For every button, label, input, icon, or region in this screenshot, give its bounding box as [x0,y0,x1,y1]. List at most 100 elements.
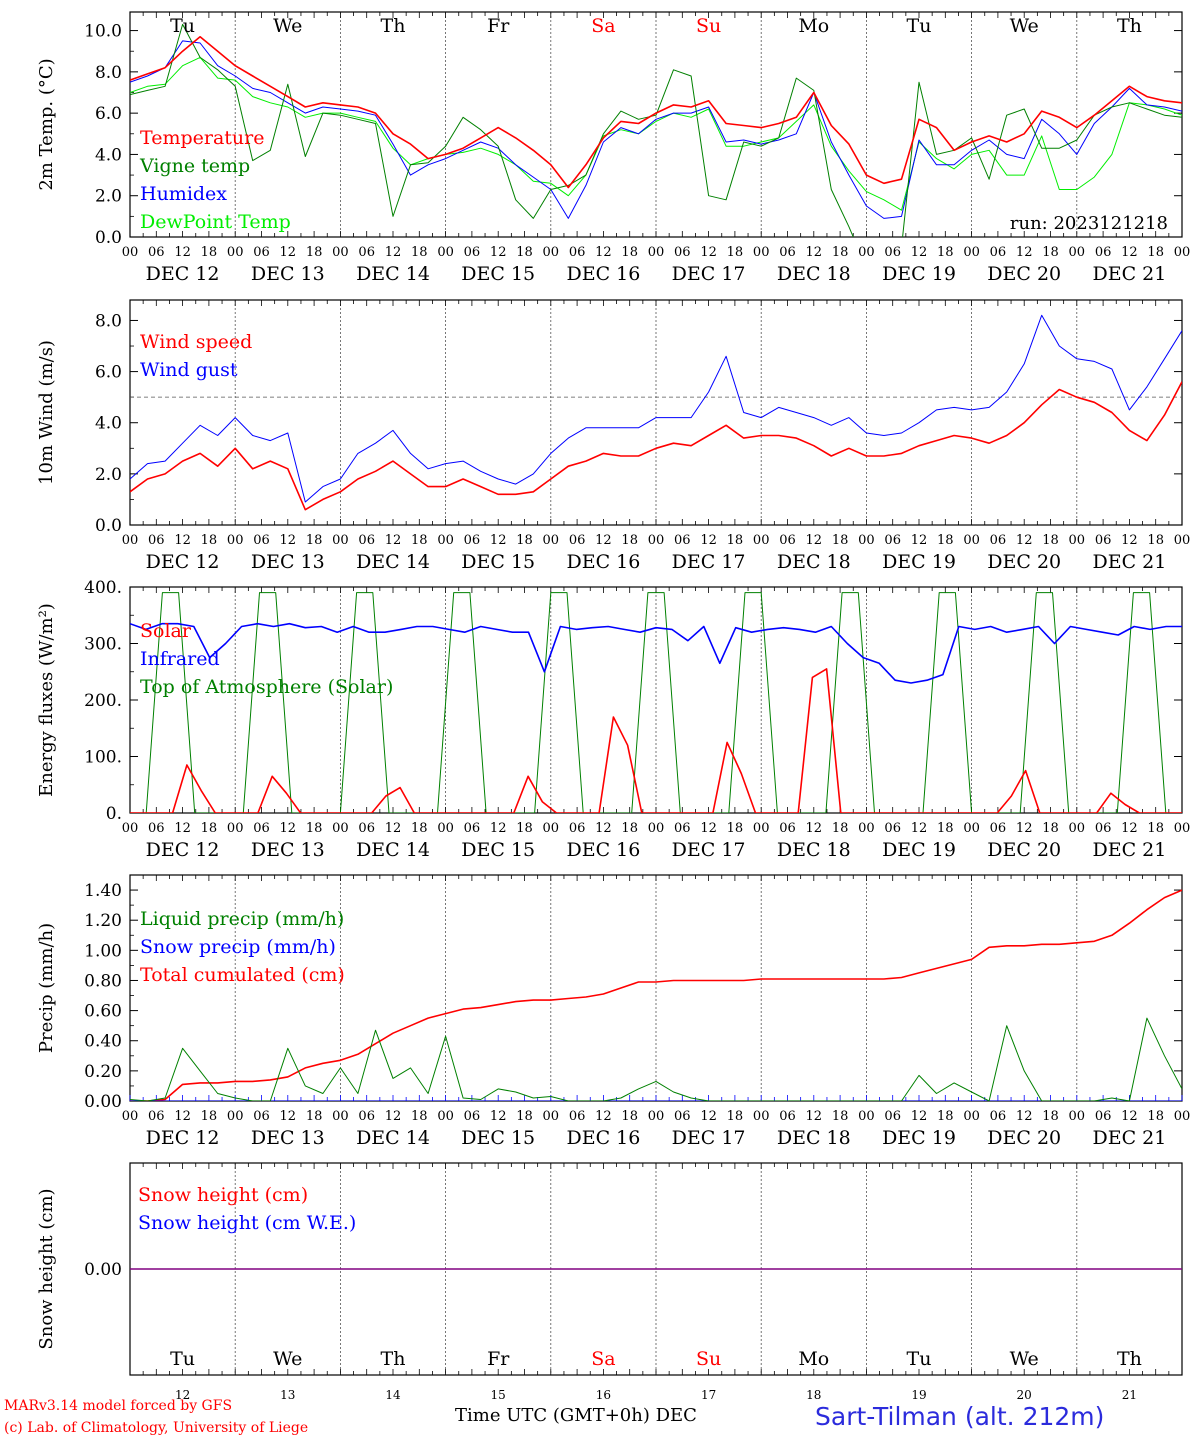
day-label: DEC 13 [251,1127,325,1149]
hour-tick-label: 00 [648,1109,665,1124]
hour-tick-label: 12 [174,245,191,260]
hour-tick-label: 06 [674,1109,691,1124]
series-line-total-cumulated-cm- [130,889,1182,1101]
hour-tick-label: 06 [884,1109,901,1124]
hour-tick-label: 00 [648,533,665,548]
hour-tick-label: 06 [148,1109,165,1124]
hour-tick-label: 12 [911,245,928,260]
y-axis-label: Precip (mm/h) [36,923,57,1053]
hour-tick-label: 06 [569,821,586,836]
hour-tick-label: 00 [1069,821,1086,836]
day-label: DEC 14 [356,263,430,285]
hour-tick-label: 18 [832,245,849,260]
hour-tick-label: 18 [411,245,428,260]
hour-tick-label: 18 [621,821,638,836]
y-tick-label: 4.0 [95,414,122,434]
day-label: DEC 17 [672,551,746,573]
hour-tick-label: 18 [937,533,954,548]
hour-tick-label: 12 [806,1109,823,1124]
hour-tick-label: 00 [332,245,349,260]
y-tick-label: 2.0 [95,465,122,485]
day-label: DEC 21 [1092,263,1166,285]
weekday-label: Sa [591,15,615,37]
y-tick-label: 0.0 [95,228,122,248]
hour-tick-label: 12 [911,1109,928,1124]
y-tick-label: 1.00 [84,941,122,961]
hour-tick-label: 12 [280,1109,297,1124]
legend-entry: Snow precip (mm/h) [140,936,336,958]
weekday-label: Sa [591,1348,615,1370]
hour-tick-label: 06 [569,245,586,260]
weekday-label: We [273,15,302,37]
hour-tick-label: 18 [201,1109,218,1124]
hour-tick-label: 12 [280,821,297,836]
y-tick-label: 1.40 [84,881,122,901]
hour-tick-label: 12 [280,533,297,548]
weekday-label: Mo [798,15,829,37]
hour-tick-label: 00 [963,821,980,836]
weekday-label: Fr [487,15,510,37]
hour-tick-label: 12 [595,821,612,836]
day-label: DEC 15 [461,551,535,573]
hour-tick-label: 18 [621,533,638,548]
hour-tick-label: 18 [306,533,323,548]
day-number-label: 21 [1122,1388,1137,1402]
hour-tick-label: 06 [779,1109,796,1124]
hour-tick-label: 18 [201,245,218,260]
hour-tick-label: 06 [884,533,901,548]
hour-tick-label: 12 [595,245,612,260]
hour-tick-label: 06 [464,533,481,548]
hour-tick-label: 18 [832,821,849,836]
hour-tick-label: 12 [174,1109,191,1124]
hour-tick-label: 00 [437,821,454,836]
series-line-infrared [130,622,1182,684]
weekday-label: Tu [170,1348,195,1370]
series-line-humidex [130,40,1182,219]
hour-tick-label: 12 [490,533,507,548]
hour-tick-label: 18 [411,821,428,836]
legend-entry: Wind speed [140,331,252,353]
hour-tick-label: 06 [569,533,586,548]
hour-tick-label: 06 [990,245,1007,260]
hour-tick-label: 18 [1042,533,1059,548]
hour-tick-label: 18 [1042,1109,1059,1124]
hour-tick-label: 18 [621,1109,638,1124]
hour-tick-label: 12 [1016,533,1033,548]
hour-tick-label: 12 [1121,1109,1138,1124]
day-number-label: 12 [175,1388,190,1402]
station-name: Sart-Tilman (alt. 212m) [815,1402,1105,1431]
hour-tick-label: 00 [963,1109,980,1124]
weekday-label: We [1010,1348,1039,1370]
hour-tick-label: 18 [937,821,954,836]
hour-tick-label: 06 [884,245,901,260]
hour-tick-label: 12 [385,1109,402,1124]
hour-tick-label: 06 [674,245,691,260]
day-label: DEC 13 [251,263,325,285]
hour-tick-label: 06 [253,1109,270,1124]
hour-tick-label: 12 [174,821,191,836]
hour-tick-label: 00 [332,821,349,836]
y-tick-label: 0. [106,804,122,824]
day-number-label: 17 [701,1388,716,1402]
legend-entry: Humidex [140,183,227,205]
hour-tick-label: 12 [911,821,928,836]
legend-entry: Infrared [140,648,220,670]
day-label: DEC 15 [461,839,535,861]
y-tick-label: 0.00 [84,1092,122,1112]
hour-tick-label: 00 [1174,245,1191,260]
hour-tick-label: 00 [122,245,139,260]
day-label: DEC 14 [356,1127,430,1149]
weekday-label: Tu [170,15,195,37]
hour-tick-label: 00 [122,821,139,836]
day-number-label: 18 [806,1388,821,1402]
weekday-label: Mo [798,1348,829,1370]
hour-tick-label: 12 [1121,821,1138,836]
panel-snow: 0.00 Snow height (cm) Snow height (cm) Snow… [36,1162,1183,1402]
hour-tick-label: 18 [306,245,323,260]
y-tick-label: 0.80 [84,971,122,991]
hour-tick-label: 18 [727,821,744,836]
day-label: DEC 13 [251,839,325,861]
y-tick-label: 0.0 [95,516,122,536]
hour-tick-label: 00 [753,821,770,836]
